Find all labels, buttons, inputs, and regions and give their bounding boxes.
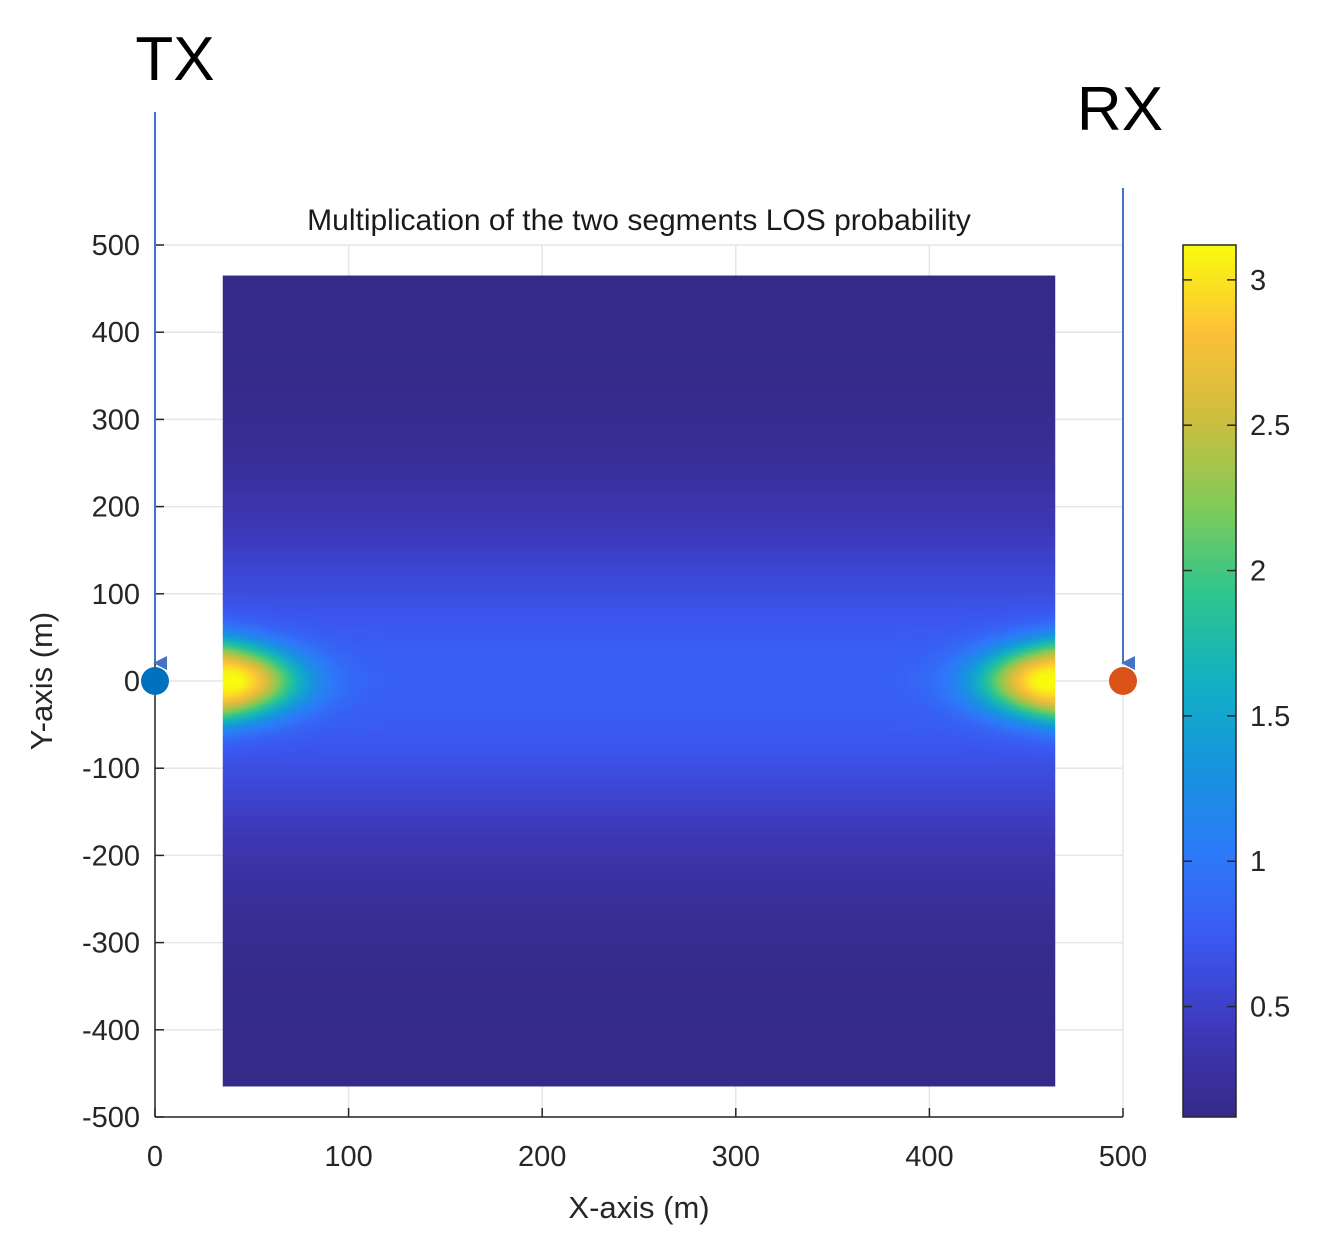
y-tick-label: 200 <box>92 492 140 524</box>
y-tick-label: 500 <box>92 230 140 262</box>
tx-label: TX <box>135 25 214 94</box>
y-tick-label: -500 <box>82 1102 140 1134</box>
x-tick-labels: 0 100 200 300 400 500 <box>147 1141 1147 1173</box>
x-tick-label: 100 <box>324 1141 372 1173</box>
x-tick-label: 0 <box>147 1141 163 1173</box>
y-tick-label: 300 <box>92 404 140 436</box>
y-tick-label: -400 <box>82 1015 140 1047</box>
colorbar <box>1182 244 1237 1118</box>
colorbar-tick-label: 2.5 <box>1250 410 1290 442</box>
chart-title: Multiplication of the two segments LOS p… <box>307 204 971 237</box>
x-tick-label: 400 <box>905 1141 953 1173</box>
tx-marker <box>141 667 169 695</box>
y-tick-label: 100 <box>92 579 140 611</box>
colorbar-tick-label: 1 <box>1250 846 1266 878</box>
colorbar-tick-label: 3 <box>1250 265 1266 297</box>
y-tick-labels: 500 400 300 200 100 0 -100 -200 -300 -400 -500 <box>82 230 140 1134</box>
x-tick-label: 300 <box>712 1141 760 1173</box>
y-tick-label: 0 <box>124 666 140 698</box>
x-tick-label: 500 <box>1099 1141 1147 1173</box>
y-axis-label: Y-axis (m) <box>24 612 59 750</box>
heatmap-surface <box>222 275 1056 1087</box>
y-tick-label: 400 <box>92 317 140 349</box>
colorbar-tick-label: 0.5 <box>1250 992 1290 1024</box>
rx-marker <box>1109 667 1137 695</box>
x-tick-label: 200 <box>518 1141 566 1173</box>
y-tick-label: -200 <box>82 840 140 872</box>
y-tick-label: -100 <box>82 753 140 785</box>
x-axis-label: X-axis (m) <box>568 1190 709 1225</box>
colorbar-tick-label: 1.5 <box>1250 701 1290 733</box>
markers: TX RX <box>135 25 1163 695</box>
colorbar-ticks: 3 2.5 2 1.5 1 0.5 <box>1183 265 1290 1024</box>
rx-label: RX <box>1077 75 1163 144</box>
y-tick-label: -300 <box>82 928 140 960</box>
colorbar-tick-label: 2 <box>1250 556 1266 588</box>
